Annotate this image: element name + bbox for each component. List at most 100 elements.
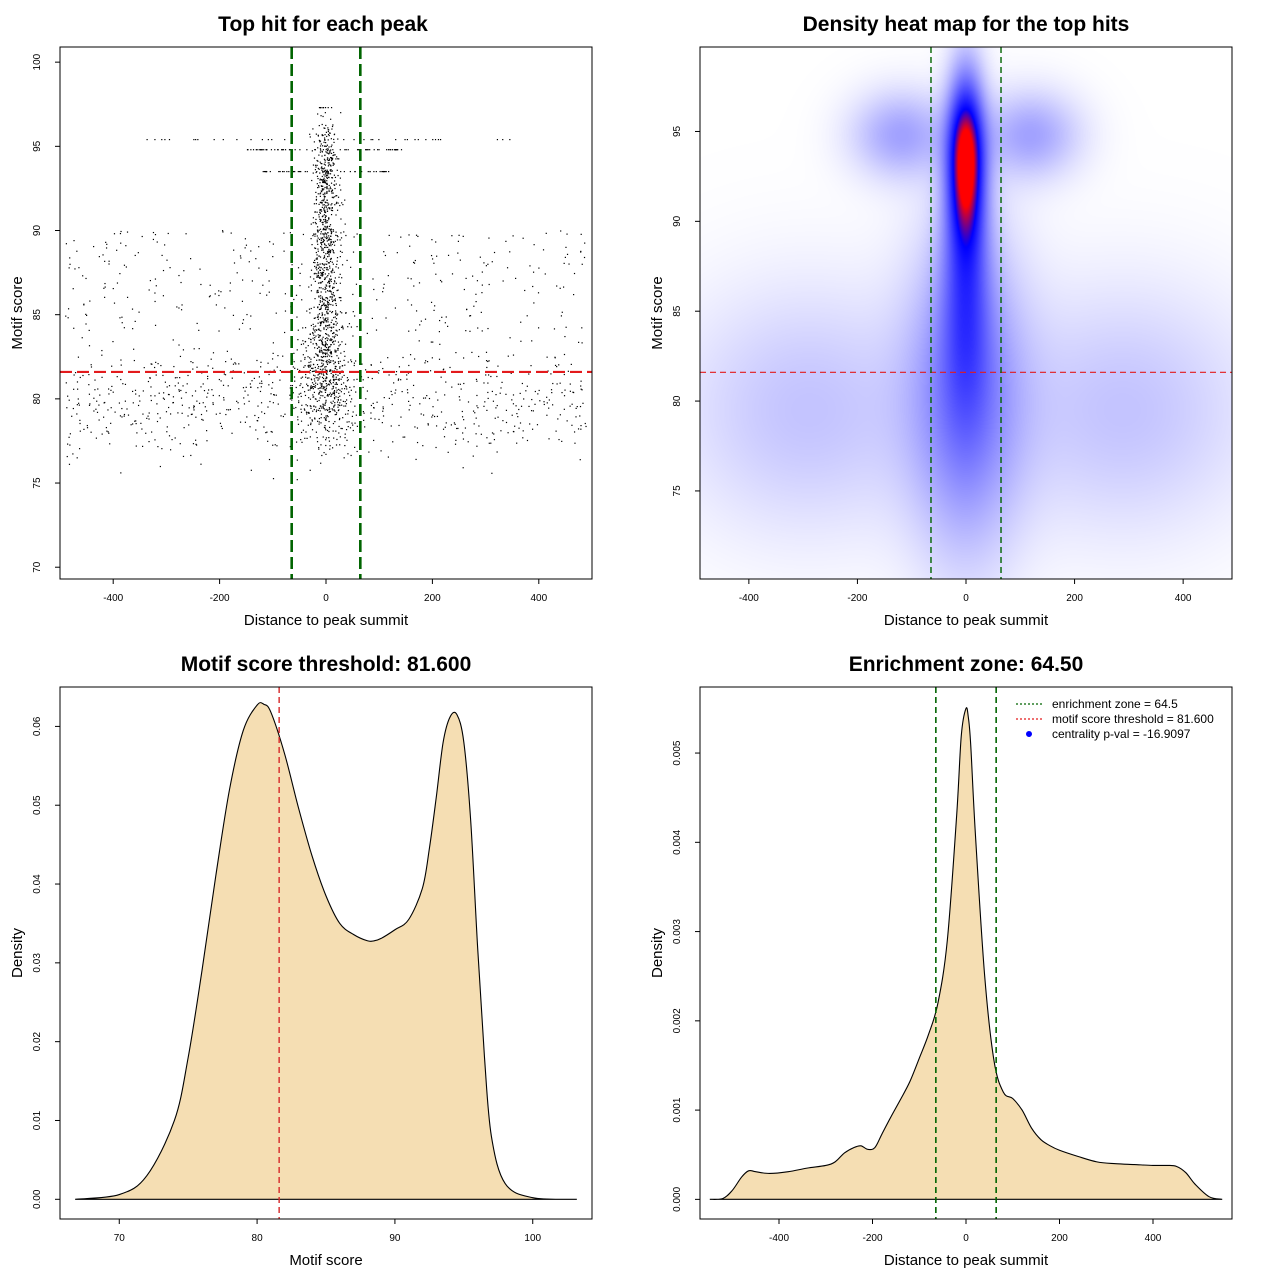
scatter-point xyxy=(515,277,517,280)
scatter-point xyxy=(110,407,112,409)
scatter-point xyxy=(332,249,334,252)
scatter-point xyxy=(329,132,331,134)
scatter-point xyxy=(327,133,330,136)
scatter-point xyxy=(226,350,228,352)
scatter-point xyxy=(240,257,242,259)
scatter-point xyxy=(321,365,323,367)
scatter-point xyxy=(326,369,328,371)
scatter-point xyxy=(337,341,340,343)
scatter-point xyxy=(256,359,258,362)
scatter-point xyxy=(417,138,419,141)
scatter-point xyxy=(322,388,324,390)
scatter-point xyxy=(324,356,327,358)
scatter-point xyxy=(318,303,320,306)
scatter-point xyxy=(330,209,333,211)
scatter-point xyxy=(329,152,331,154)
scatter-point xyxy=(299,384,301,387)
scatter-point xyxy=(563,408,565,410)
scatter-point xyxy=(326,302,329,304)
scatter-point xyxy=(371,317,373,320)
scatter-point xyxy=(346,388,348,390)
scatter-point xyxy=(371,377,373,380)
scatter-point xyxy=(303,366,305,368)
scatter-point xyxy=(316,292,318,294)
scatter-point xyxy=(317,276,319,278)
scatter-point xyxy=(439,343,441,345)
scatter-point xyxy=(330,383,332,385)
scatter-point xyxy=(241,279,244,281)
scatter-point xyxy=(326,171,328,173)
scatter-point xyxy=(317,306,319,308)
scatter-point xyxy=(441,281,443,283)
scatter-point xyxy=(123,327,125,329)
scatter-point xyxy=(344,223,346,225)
scatter-point xyxy=(326,408,328,411)
scatter-point xyxy=(309,136,311,138)
scatter-point xyxy=(491,261,493,263)
scatter-point xyxy=(65,315,67,317)
scatter-point xyxy=(320,273,323,275)
scatter-point xyxy=(322,373,324,375)
scatter-point xyxy=(353,362,356,364)
scatter-point xyxy=(326,175,328,177)
scatter-point xyxy=(333,340,335,342)
scatter-point xyxy=(182,385,184,387)
scatter-point xyxy=(153,366,156,369)
scatter-point xyxy=(322,364,324,366)
scatter-point xyxy=(326,337,328,339)
scatter-point xyxy=(328,134,330,137)
scatter-point xyxy=(451,386,453,388)
scatter-point xyxy=(319,335,321,337)
scatter-point xyxy=(329,150,331,152)
scatter-point xyxy=(78,402,80,404)
scatter-point xyxy=(522,237,524,239)
scatter-point xyxy=(329,267,331,269)
scatter-point xyxy=(256,419,258,422)
p4-x-tick-label: 0 xyxy=(963,1233,969,1244)
scatter-point xyxy=(341,427,343,430)
scatter-point xyxy=(231,432,233,434)
scatter-point xyxy=(316,363,319,366)
scatter-point xyxy=(152,231,155,234)
scatter-point xyxy=(318,216,320,218)
scatter-point xyxy=(320,149,322,151)
scatter-point xyxy=(109,443,111,445)
p4-x-tick-label: -200 xyxy=(862,1233,882,1244)
scatter-point xyxy=(341,365,343,367)
scatter-point xyxy=(325,219,327,221)
scatter-point xyxy=(334,383,336,385)
scatter-point xyxy=(543,401,545,403)
scatter-point xyxy=(326,159,328,161)
scatter-point xyxy=(324,229,326,231)
scatter-point xyxy=(322,248,324,250)
scatter-point xyxy=(317,160,319,162)
scatter-point xyxy=(132,328,134,330)
scatter-point xyxy=(479,256,481,258)
scatter-point xyxy=(90,431,92,433)
scatter-point xyxy=(244,238,247,240)
scatter-point xyxy=(339,177,341,179)
scatter-point xyxy=(334,349,336,351)
p2-y-tick-label: 90 xyxy=(672,215,683,227)
scatter-point xyxy=(481,271,483,273)
scatter-point xyxy=(235,363,237,365)
scatter-point xyxy=(362,410,364,413)
scatter-point xyxy=(564,256,566,258)
scatter-point xyxy=(475,417,477,419)
scatter-point xyxy=(302,343,305,345)
scatter-point xyxy=(305,373,307,376)
scatter-point xyxy=(336,195,338,197)
scatter-point xyxy=(213,138,215,141)
scatter-point xyxy=(439,319,441,322)
scatter-point xyxy=(507,355,509,357)
scatter-point xyxy=(323,207,325,210)
scatter-point xyxy=(320,444,322,446)
scatter-point xyxy=(322,406,324,408)
scatter-point xyxy=(321,385,323,387)
scatter-point xyxy=(281,170,284,173)
p1-x-tick-label: -400 xyxy=(103,593,123,604)
scatter-point xyxy=(380,450,382,452)
scatter-point xyxy=(320,297,322,299)
scatter-point xyxy=(319,276,321,279)
scatter-point xyxy=(300,411,303,413)
